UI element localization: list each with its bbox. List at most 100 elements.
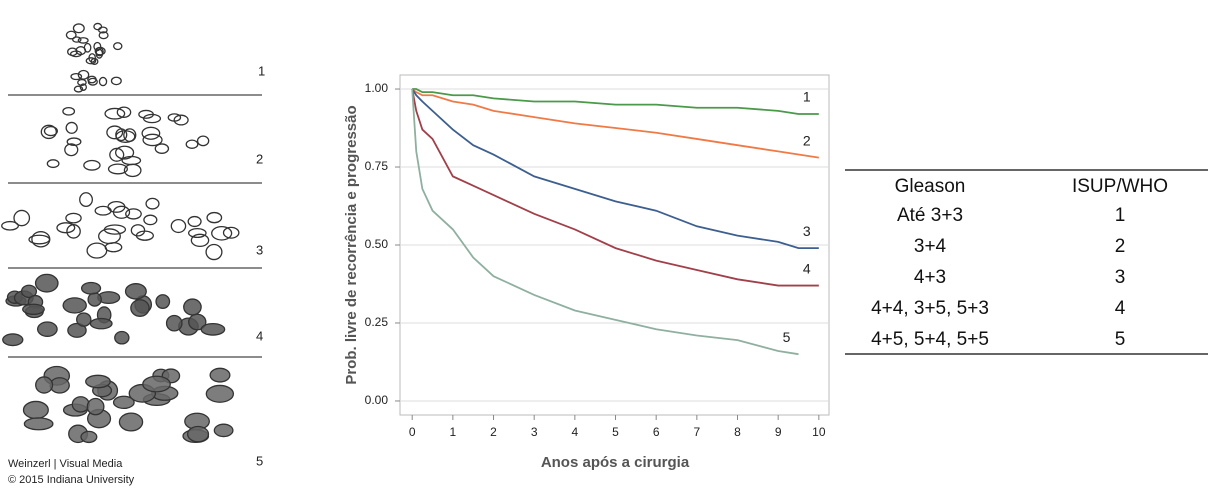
gland (107, 200, 126, 213)
gland (62, 107, 76, 116)
gland (123, 163, 142, 178)
gland (72, 23, 85, 34)
gland (62, 297, 87, 314)
gland (173, 114, 189, 126)
gland (142, 133, 163, 147)
gland (65, 121, 78, 134)
gland (87, 77, 98, 86)
gland (66, 224, 81, 239)
gland (87, 292, 102, 307)
gland (67, 47, 78, 57)
table: Gleason ISUP/WHO Até 3+3 1 3+4 2 4+3 3 4+4, 3+5,… (845, 169, 1208, 355)
gland (135, 230, 154, 241)
series-label: 4 (803, 260, 811, 276)
gland (125, 208, 142, 220)
gland (80, 430, 98, 444)
gland (118, 412, 144, 432)
gland (154, 143, 170, 154)
gland (86, 242, 108, 259)
gland (104, 107, 126, 120)
gland (72, 36, 82, 43)
gland (31, 231, 51, 248)
gland (124, 283, 147, 300)
x-tick-label: 9 (775, 425, 782, 439)
gland (115, 130, 136, 143)
gland (121, 155, 142, 166)
gland (114, 330, 130, 345)
gland (183, 298, 202, 316)
gland (95, 48, 104, 59)
pattern-label: 5 (256, 453, 263, 468)
x-tick-label: 0 (409, 425, 416, 439)
gland (77, 69, 90, 80)
gland (23, 417, 54, 431)
table-cell: 4+3 (914, 267, 946, 288)
series-line (411, 88, 819, 250)
gland (113, 42, 123, 51)
pattern-label: 2 (256, 151, 263, 166)
gland (77, 37, 89, 44)
gland (98, 228, 121, 245)
gland (94, 46, 106, 56)
pattern-label: 1 (258, 63, 265, 78)
series-line (412, 88, 819, 115)
table-cell: Até 3+3 (897, 205, 963, 226)
gland (98, 76, 108, 87)
gland (190, 233, 210, 248)
gland (13, 209, 31, 227)
gland (155, 294, 171, 309)
x-tick-label: 6 (653, 425, 660, 439)
gland (67, 322, 87, 338)
gland (85, 374, 111, 389)
series-line (411, 88, 819, 159)
x-tick-label: 10 (812, 425, 826, 439)
x-tick-label: 5 (612, 425, 619, 439)
gland (185, 139, 199, 149)
y-tick-label: 0.75 (365, 159, 389, 173)
x-tick-label: 7 (693, 425, 700, 439)
gland (83, 159, 101, 171)
gland (142, 375, 171, 393)
gland (73, 85, 84, 93)
gland (130, 299, 150, 317)
gland (106, 125, 124, 140)
gland (145, 197, 160, 210)
gland (115, 145, 135, 160)
gland (79, 192, 93, 208)
series-line (411, 88, 799, 356)
credit: Weinzerl | Visual Media (8, 458, 123, 470)
table-cell: 1 (1115, 205, 1126, 226)
gland (170, 219, 187, 234)
gland (130, 224, 146, 237)
pattern-label: 4 (256, 328, 263, 343)
x-tick-label: 3 (531, 425, 538, 439)
gland (75, 46, 87, 56)
gland (86, 397, 105, 416)
x-tick-label: 4 (572, 425, 579, 439)
x-axis-label: Anos após a cirurgia (541, 454, 690, 471)
table-cell: 4+5, 5+4, 5+5 (871, 329, 989, 350)
gland (141, 126, 161, 140)
gland (93, 22, 103, 31)
gland (187, 227, 207, 239)
gland (209, 367, 231, 383)
gland (109, 147, 125, 162)
table-cell: 4+4, 3+5, 5+3 (871, 298, 989, 319)
table-header: Gleason (895, 176, 966, 197)
gland (205, 384, 235, 403)
gland (222, 226, 240, 239)
table-cell: 3 (1115, 267, 1126, 288)
table-cell: 4 (1115, 298, 1126, 319)
gland (43, 125, 58, 137)
gleason-diagram: 1 2 3 4 5 Weinzerl | Visual Media © 2015… (1, 22, 265, 486)
gland (34, 273, 59, 293)
gland (2, 333, 24, 347)
gland (66, 137, 82, 147)
series-label: 3 (803, 223, 811, 239)
y-tick-label: 0.00 (365, 393, 389, 407)
gland (22, 400, 49, 420)
y-tick-label: 0.25 (365, 315, 389, 329)
pattern-label: 3 (256, 242, 263, 257)
gland (186, 425, 210, 443)
